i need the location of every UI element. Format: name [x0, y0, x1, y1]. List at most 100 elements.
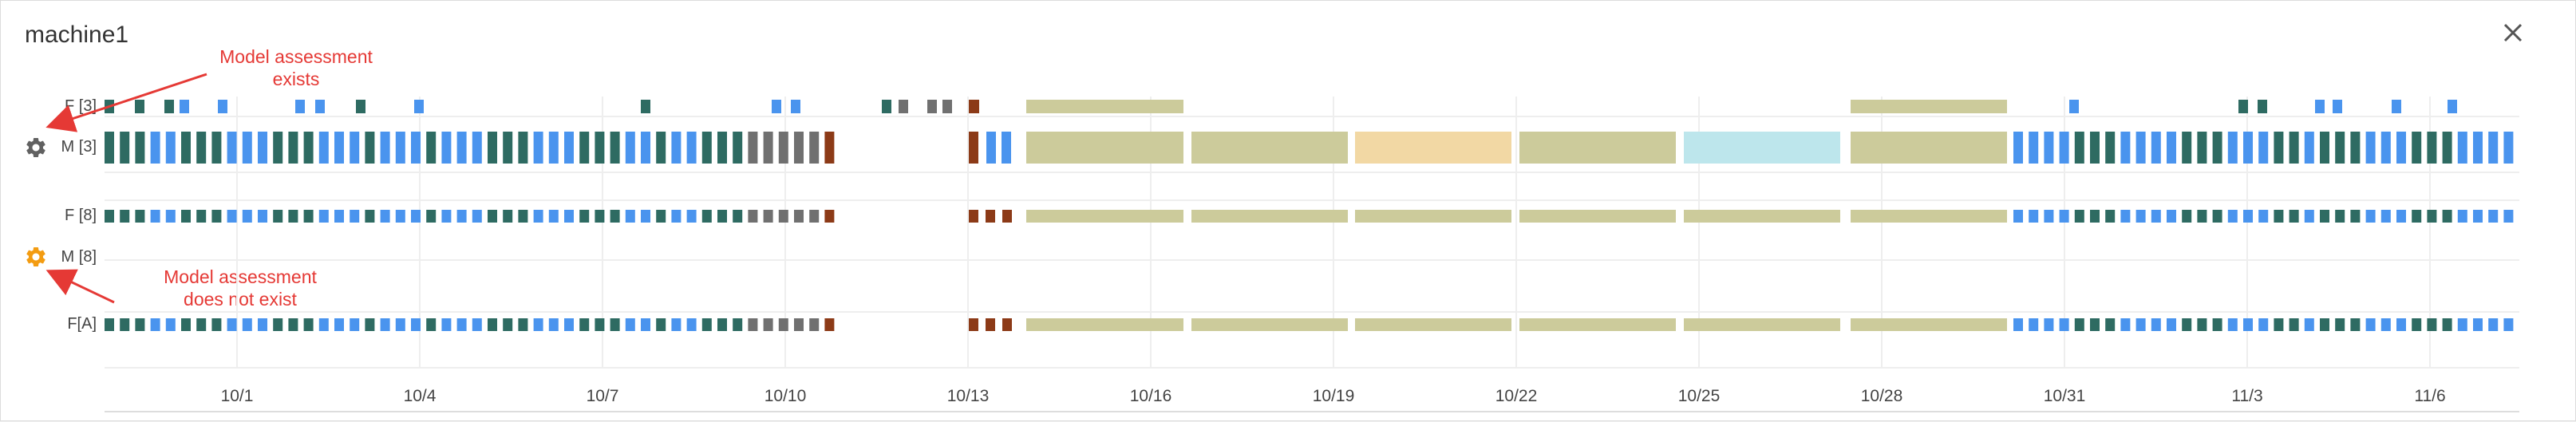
row-m3-event-block[interactable]: [656, 132, 666, 164]
row-f8-event-block[interactable]: [548, 210, 559, 223]
row-f8-event-block[interactable]: [671, 210, 682, 223]
row-fa-event-block[interactable]: [548, 318, 559, 331]
row-f8-segment[interactable]: [1684, 210, 1840, 223]
row-m3-segment[interactable]: [1851, 132, 2007, 164]
row-f8-event-block[interactable]: [395, 210, 405, 223]
row-f8-event-block[interactable]: [426, 210, 437, 223]
row-fa-event-block[interactable]: [564, 318, 574, 331]
row-m3-event-block[interactable]: [150, 132, 160, 164]
row-fa-event-block[interactable]: [2335, 318, 2345, 331]
row-fa-event-block[interactable]: [2182, 318, 2192, 331]
row-f8-segment[interactable]: [1191, 210, 1348, 223]
row-f3-segment[interactable]: [1851, 100, 2007, 113]
row-fa-segment[interactable]: [1851, 318, 2007, 331]
row-fa-event-block[interactable]: [2243, 318, 2253, 331]
row-fa-event-block[interactable]: [2503, 318, 2514, 331]
row-f3-event-block[interactable]: [927, 100, 937, 113]
row-f8-event-block[interactable]: [503, 210, 513, 223]
row-m3-event-block[interactable]: [2473, 132, 2483, 164]
row-m3-event-block[interactable]: [2289, 132, 2299, 164]
row-m3-event-block[interactable]: [2105, 132, 2116, 164]
row-m3-event-block[interactable]: [2090, 132, 2100, 164]
row-f8-event-block[interactable]: [763, 210, 773, 223]
row-f8-event-block[interactable]: [2227, 210, 2238, 223]
row-fa-event-block[interactable]: [778, 318, 788, 331]
row-m3-event-block[interactable]: [2029, 132, 2039, 164]
row-m3-event-block[interactable]: [196, 132, 207, 164]
row-fa-event-block[interactable]: [211, 318, 222, 331]
row-m3-event-block[interactable]: [2059, 132, 2069, 164]
row-fa-event-block[interactable]: [2350, 318, 2361, 331]
row-fa-event-block[interactable]: [2488, 318, 2499, 331]
row-fa-event-block[interactable]: [595, 318, 605, 331]
row-m3-event-block[interactable]: [242, 132, 252, 164]
row-m3-event-block[interactable]: [2197, 132, 2207, 164]
row-fa-event-block[interactable]: [334, 318, 344, 331]
row-m3-event-block[interactable]: [2074, 132, 2084, 164]
row-m3-event-block[interactable]: [472, 132, 482, 164]
m3-settings-button[interactable]: [24, 136, 48, 160]
row-fa-segment[interactable]: [1684, 318, 1840, 331]
row-fa-event-block[interactable]: [2167, 318, 2176, 331]
row-m3-event-block[interactable]: [318, 132, 329, 164]
row-fa-segment[interactable]: [1026, 318, 1183, 331]
row-m3-event-block[interactable]: [456, 132, 467, 164]
row-m3-event-block[interactable]: [701, 132, 712, 164]
row-fa-event-block[interactable]: [686, 318, 697, 331]
row-f3-event-block[interactable]: [2069, 100, 2079, 113]
row-m3-event-block[interactable]: [165, 132, 176, 164]
row-f8-event-block[interactable]: [165, 210, 176, 223]
row-f8-event-block[interactable]: [303, 210, 314, 223]
row-m3-event-block[interactable]: [2274, 132, 2284, 164]
row-f8-event-block[interactable]: [701, 210, 712, 223]
row-f8-event-block[interactable]: [334, 210, 344, 223]
row-m3-event-block[interactable]: [969, 132, 978, 164]
row-f8-event-block[interactable]: [986, 210, 995, 223]
row-f8-event-block[interactable]: [2059, 210, 2069, 223]
row-f8-event-block[interactable]: [318, 210, 329, 223]
row-fa-event-block[interactable]: [288, 318, 298, 331]
row-f8-event-block[interactable]: [641, 210, 650, 223]
row-m3-event-block[interactable]: [595, 132, 605, 164]
row-m3-event-block[interactable]: [334, 132, 344, 164]
row-f8-event-block[interactable]: [242, 210, 252, 223]
row-f8-event-block[interactable]: [778, 210, 788, 223]
row-f3-event-block[interactable]: [315, 100, 325, 113]
row-f8-event-block[interactable]: [150, 210, 160, 223]
row-fa-event-block[interactable]: [794, 318, 804, 331]
row-f8-event-block[interactable]: [2135, 210, 2146, 223]
row-fa-event-block[interactable]: [671, 318, 682, 331]
row-fa-event-block[interactable]: [2029, 318, 2039, 331]
row-f8-event-block[interactable]: [2182, 210, 2192, 223]
row-fa-event-block[interactable]: [2120, 318, 2131, 331]
row-m3-event-block[interactable]: [2182, 132, 2192, 164]
row-m3-event-block[interactable]: [441, 132, 452, 164]
row-fa-event-block[interactable]: [2473, 318, 2483, 331]
row-fa-event-block[interactable]: [2135, 318, 2146, 331]
row-m3-event-block[interactable]: [579, 132, 590, 164]
row-f3-event-block[interactable]: [2238, 100, 2248, 113]
row-m3-event-block[interactable]: [273, 132, 283, 164]
row-f8-event-block[interactable]: [2488, 210, 2499, 223]
row-m3-event-block[interactable]: [2442, 132, 2452, 164]
row-f8-event-block[interactable]: [2243, 210, 2253, 223]
row-fa-event-block[interactable]: [518, 318, 528, 331]
row-m3-event-block[interactable]: [2412, 132, 2422, 164]
row-m3-event-block[interactable]: [503, 132, 513, 164]
row-fa-event-block[interactable]: [2105, 318, 2116, 331]
row-f8-event-block[interactable]: [717, 210, 727, 223]
row-f8-event-block[interactable]: [2044, 210, 2054, 223]
row-f8-event-block[interactable]: [2396, 210, 2406, 223]
row-m3-event-block[interactable]: [105, 132, 114, 164]
row-f8-event-block[interactable]: [564, 210, 574, 223]
row-f8-event-block[interactable]: [748, 210, 758, 223]
row-f8-segment[interactable]: [1851, 210, 2007, 223]
row-m3-event-block[interactable]: [303, 132, 314, 164]
row-fa-event-block[interactable]: [472, 318, 482, 331]
row-fa-event-block[interactable]: [2197, 318, 2207, 331]
row-m3-event-block[interactable]: [2120, 132, 2131, 164]
row-fa-event-block[interactable]: [350, 318, 360, 331]
row-m3-event-block[interactable]: [2304, 132, 2314, 164]
row-fa-event-block[interactable]: [2151, 318, 2161, 331]
row-m3-event-block[interactable]: [350, 132, 360, 164]
